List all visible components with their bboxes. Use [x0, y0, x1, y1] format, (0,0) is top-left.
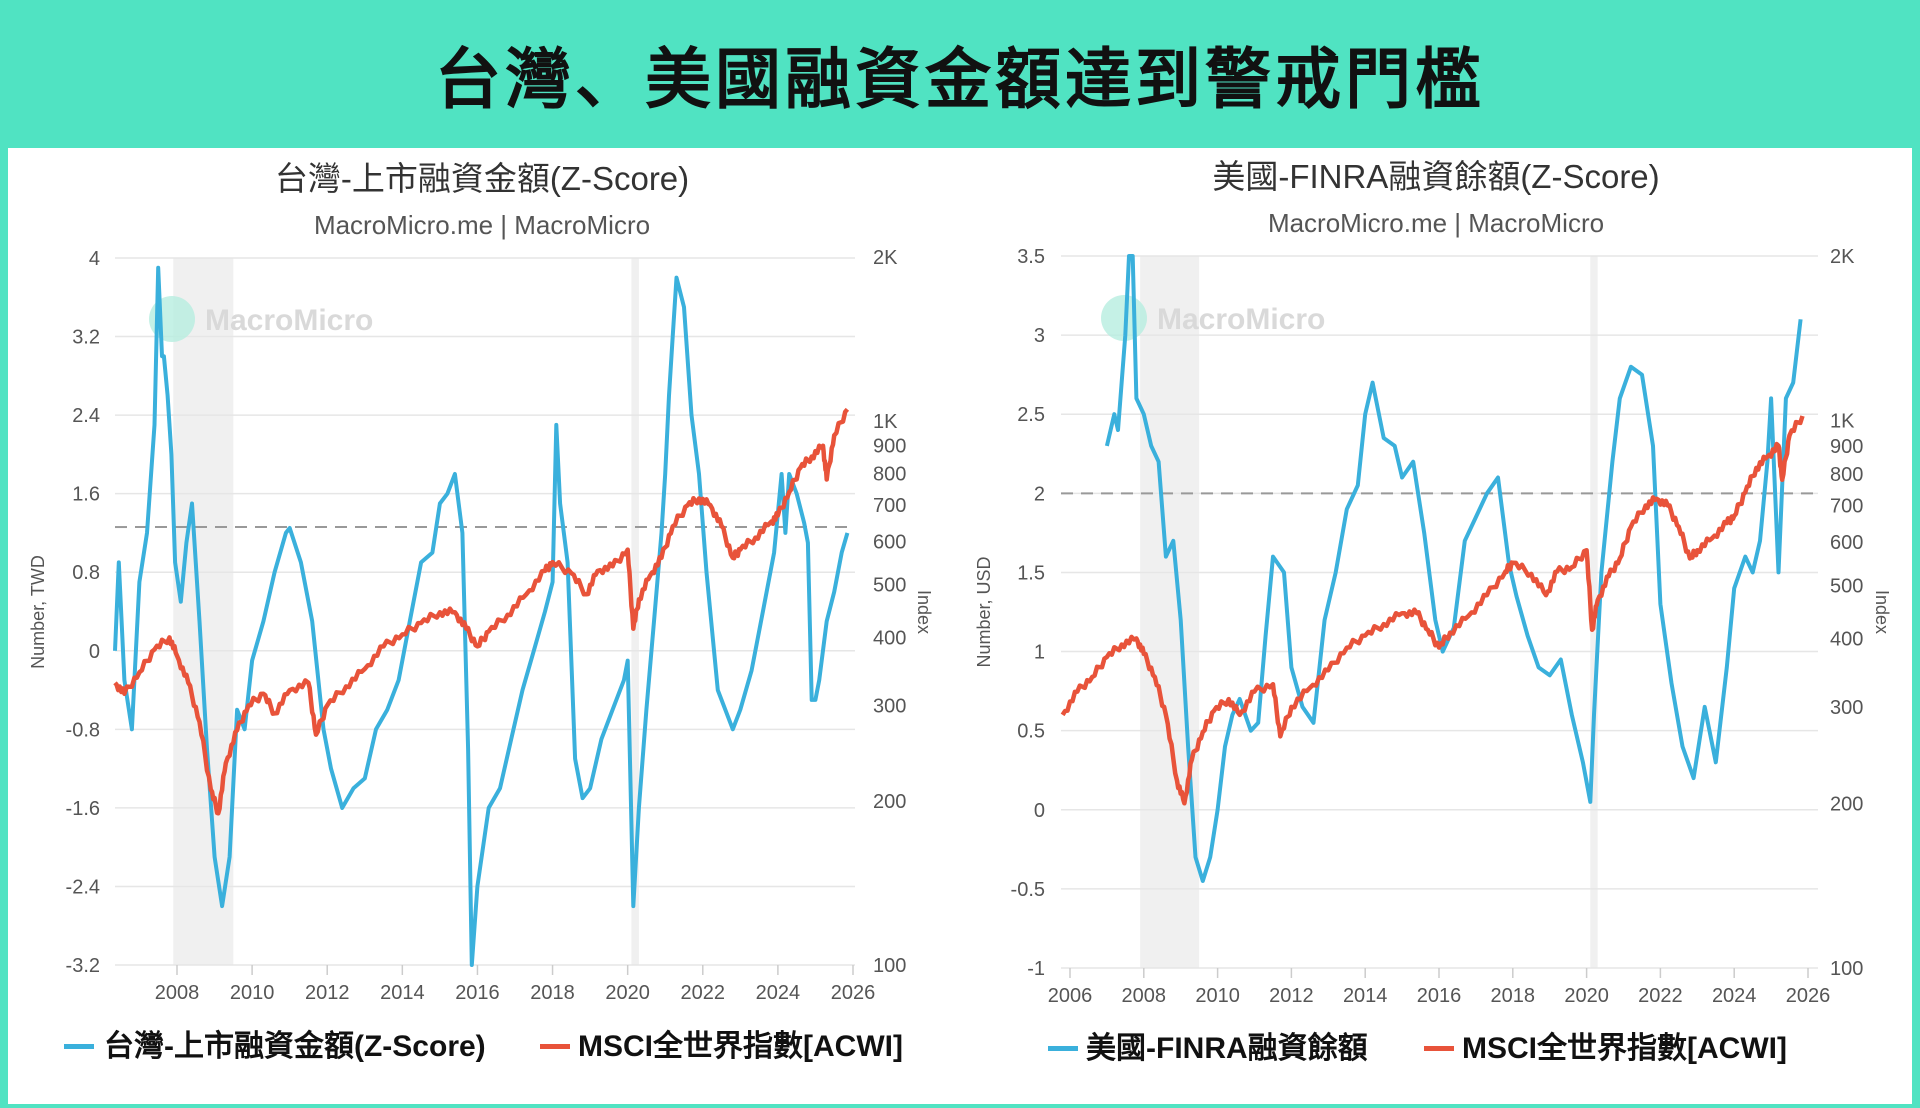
y-tick-label: -2.4 — [66, 876, 100, 898]
y2-tick-label: 1K — [1830, 411, 1855, 433]
y2-tick-label: 800 — [1830, 464, 1863, 486]
legend-item-msci[interactable]: MSCI全世界指數[ACWI] — [1424, 1031, 1787, 1065]
y2-tick-label: 500 — [1830, 575, 1863, 597]
recession-band — [173, 258, 234, 965]
right-chart-subtitle: MacroMicro.me | MacroMicro — [1268, 208, 1604, 238]
y-tick-label: 2.5 — [1017, 404, 1045, 426]
y2-tick-label: 400 — [1830, 629, 1863, 651]
legend-swatch-red — [540, 1044, 570, 1049]
right-chart: 美國-FINRA融資餘額(Z-Score) MacroMicro.me | Ma… — [974, 158, 1892, 1065]
y-tick-label: -0.5 — [1011, 879, 1045, 901]
y2-tick-label: 700 — [873, 495, 906, 517]
x-tick-label: 2010 — [230, 982, 275, 1004]
x-tick-label: 2024 — [756, 982, 801, 1004]
x-tick-label: 2014 — [1343, 985, 1388, 1007]
y-tick-label: -1.6 — [66, 798, 100, 820]
right-legend: 美國-FINRA融資餘額 MSCI全世界指數[ACWI] — [1048, 1031, 1787, 1065]
x-tick-label: 2020 — [605, 982, 650, 1004]
zscore-series-line — [113, 265, 850, 967]
y-tick-label: -1 — [1027, 958, 1045, 980]
y-tick-label: 1.6 — [72, 484, 100, 506]
y-tick-label: 1 — [1034, 642, 1045, 664]
legend-item-tw-margin[interactable]: 台灣-上市融資金額(Z-Score) — [64, 1029, 486, 1063]
legend-item-msci[interactable]: MSCI全世界指數[ACWI] — [540, 1029, 903, 1063]
watermark-text: MacroMicro — [1157, 303, 1325, 336]
recession-band — [1140, 256, 1200, 968]
legend-label: MSCI全世界指數[ACWI] — [578, 1029, 903, 1063]
x-tick-label: 2014 — [380, 982, 425, 1004]
x-tick-label: 2016 — [1417, 985, 1462, 1007]
left-watermark: MacroMicro — [149, 296, 373, 342]
right-y2-axis-label: Index — [1872, 590, 1892, 634]
y-tick-label: 0 — [1034, 800, 1045, 822]
y-tick-label: 2.4 — [72, 405, 100, 427]
y2-tick-label: 500 — [873, 575, 906, 597]
x-tick-label: 2020 — [1564, 985, 1609, 1007]
y2-tick-label: 800 — [873, 464, 906, 486]
y-tick-label: -0.8 — [66, 719, 100, 741]
x-tick-label: 2008 — [1122, 985, 1167, 1007]
y-tick-label: 1.5 — [1017, 562, 1045, 584]
y2-tick-label: 400 — [873, 627, 906, 649]
left-chart: 台灣-上市融資金額(Z-Score) MacroMicro.me | Macro… — [28, 160, 934, 1063]
y2-tick-label: 200 — [873, 791, 906, 813]
msci-series-line — [113, 407, 850, 816]
x-tick-label: 2026 — [1786, 985, 1831, 1007]
left-y2-axis-label: Index — [914, 590, 934, 634]
left-chart-title: 台灣-上市融資金額(Z-Score) — [275, 160, 689, 197]
x-tick-label: 2026 — [831, 982, 876, 1004]
x-tick-label: 2018 — [530, 982, 575, 1004]
y-tick-label: 0.8 — [72, 562, 100, 584]
y2-tick-label: 100 — [1830, 958, 1863, 980]
x-tick-label: 2012 — [305, 982, 350, 1004]
y-tick-label: -3.2 — [66, 955, 100, 977]
y2-tick-label: 900 — [873, 436, 906, 458]
y-tick-label: 3 — [1034, 325, 1045, 347]
x-tick-label: 2022 — [1638, 985, 1683, 1007]
watermark-text: MacroMicro — [205, 304, 373, 337]
y2-tick-label: 2K — [873, 247, 898, 269]
y2-tick-label: 300 — [873, 695, 906, 717]
y-tick-label: 2 — [1034, 483, 1045, 505]
left-y-axis-label: Number, TWD — [28, 555, 48, 669]
y-tick-label: 3.5 — [1017, 246, 1045, 268]
msci-series-line — [1060, 415, 1805, 806]
y2-tick-label: 100 — [873, 955, 906, 977]
y-tick-label: 0.5 — [1017, 721, 1045, 743]
page-title: 台灣、美國融資金額達到警戒門檻 — [435, 41, 1485, 118]
x-tick-label: 2016 — [455, 982, 500, 1004]
banner: 台灣、美國融資金額達到警戒門檻 — [0, 0, 1920, 148]
y2-tick-label: 700 — [1830, 496, 1863, 518]
y2-tick-label: 2K — [1830, 246, 1855, 268]
right-y-axis-label: Number, USD — [974, 556, 994, 667]
x-tick-label: 2018 — [1491, 985, 1536, 1007]
y-tick-label: 4 — [89, 248, 100, 270]
y-tick-label: 3.2 — [72, 327, 100, 349]
y2-tick-label: 600 — [1830, 532, 1863, 554]
y2-tick-label: 1K — [873, 411, 898, 433]
x-tick-label: 2006 — [1048, 985, 1093, 1007]
left-chart-subtitle: MacroMicro.me | MacroMicro — [314, 210, 650, 240]
zscore-series-line — [1104, 254, 1803, 883]
legend-swatch-blue — [64, 1044, 94, 1049]
x-tick-label: 2008 — [155, 982, 200, 1004]
y2-tick-label: 200 — [1830, 793, 1863, 815]
legend-item-us-margin[interactable]: 美國-FINRA融資餘額 — [1048, 1031, 1368, 1065]
y2-tick-label: 900 — [1830, 436, 1863, 458]
legend-swatch-blue — [1048, 1046, 1078, 1051]
y-tick-label: 0 — [89, 641, 100, 663]
y2-tick-label: 300 — [1830, 697, 1863, 719]
left-legend: 台灣-上市融資金額(Z-Score) MSCI全世界指數[ACWI] — [64, 1029, 903, 1063]
right-chart-title: 美國-FINRA融資餘額(Z-Score) — [1212, 158, 1659, 195]
legend-label: 台灣-上市融資金額(Z-Score) — [104, 1029, 486, 1063]
x-tick-label: 2024 — [1712, 985, 1757, 1007]
legend-label: MSCI全世界指數[ACWI] — [1462, 1031, 1787, 1065]
legend-label: 美國-FINRA融資餘額 — [1086, 1031, 1368, 1065]
x-tick-label: 2012 — [1269, 985, 1314, 1007]
legend-swatch-red — [1424, 1046, 1454, 1051]
x-tick-label: 2022 — [681, 982, 726, 1004]
y2-tick-label: 600 — [873, 532, 906, 554]
x-tick-label: 2010 — [1195, 985, 1240, 1007]
